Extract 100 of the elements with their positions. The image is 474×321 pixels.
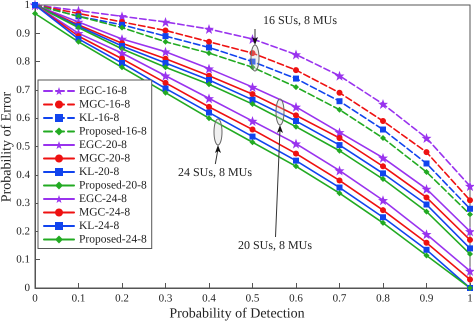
point [378,152,388,163]
point [424,252,430,258]
point [206,115,212,122]
point [293,76,299,82]
annotation: 16 SUs, 8 MUs [262,13,338,27]
point [204,24,214,34]
point [293,84,299,90]
point [206,110,212,116]
point [119,64,125,70]
legend-label: MGC-20-8 [79,152,130,164]
y-tick-label: 0.2 [16,225,30,238]
point [424,149,430,156]
legend-label: Proposed-20-8 [79,180,147,192]
point [206,44,212,50]
point [162,64,168,70]
point [248,116,258,126]
point [293,163,299,170]
y-tick-label: 0.3 [16,197,30,210]
point [467,245,473,252]
point [336,142,342,148]
point [76,38,82,45]
point [380,220,386,226]
point [378,99,388,110]
point [162,27,168,34]
point [250,134,256,140]
point [293,158,299,164]
point [291,138,301,149]
point [293,150,299,157]
point [380,176,386,182]
point [250,91,256,98]
point [465,181,474,192]
y-tick-label: 1 [24,0,30,11]
point [467,197,473,204]
y-axis-title: Probability of Error [0,91,14,202]
point [293,67,299,74]
point [250,126,256,133]
annotation: 20 SUs, 8 MUs [238,238,312,252]
legend-label: KL-16-8 [79,112,120,124]
point [162,85,168,92]
point [204,93,214,104]
point [422,184,432,194]
legend-label: MGC-24-8 [79,206,130,218]
legend-label: MGC-16-8 [79,98,130,110]
point [162,60,168,66]
point [424,240,430,246]
point [334,166,344,176]
point [380,170,386,176]
y-tick-label: 0.6 [16,112,30,124]
point [160,16,170,27]
annotation: 24 SUs, 8 MUs [178,165,252,179]
point [424,168,430,175]
point [422,133,432,144]
point [465,226,474,236]
point [206,81,212,88]
point [467,206,473,212]
x-tick-label: 0.6 [289,292,304,304]
point [424,202,430,208]
point [380,135,386,142]
point [336,177,342,184]
point [206,38,212,45]
y-tick-label: 0.4 [16,168,30,181]
y-tick-label: 0.8 [16,56,30,68]
legend-label: EGC-20-8 [79,139,128,151]
point [206,104,212,110]
legend-label: KL-24-8 [79,220,120,232]
point [334,70,344,81]
y-tick-label: 0.1 [16,254,30,266]
y-tick-label: 0.9 [16,27,30,40]
point [380,207,386,214]
point [248,82,258,92]
point [119,24,125,31]
point [162,33,168,40]
point [380,214,386,220]
point [424,208,430,215]
x-axis-title: Probability of Detection [169,306,305,321]
point [293,118,299,124]
legend-label: Proposed-16-8 [79,126,147,138]
y-tick-label: 0.5 [16,140,30,152]
point [162,90,168,96]
point [250,139,256,146]
point [336,90,342,96]
x-tick-label: 0.8 [376,292,390,304]
x-tick-label: 0.2 [115,292,129,304]
y-tick-label: 0.7 [16,84,30,96]
point [380,126,386,133]
point [291,102,301,112]
x-tick-label: 0.9 [420,292,434,304]
point [465,266,474,276]
point [336,184,342,191]
point [467,236,473,243]
point [250,96,256,103]
point [336,106,342,113]
x-tick-label: 0 [32,292,38,304]
point [424,160,430,166]
point [293,112,299,118]
point [250,50,256,56]
point [336,98,342,104]
point [250,58,256,65]
point [378,195,388,206]
point [119,60,125,66]
